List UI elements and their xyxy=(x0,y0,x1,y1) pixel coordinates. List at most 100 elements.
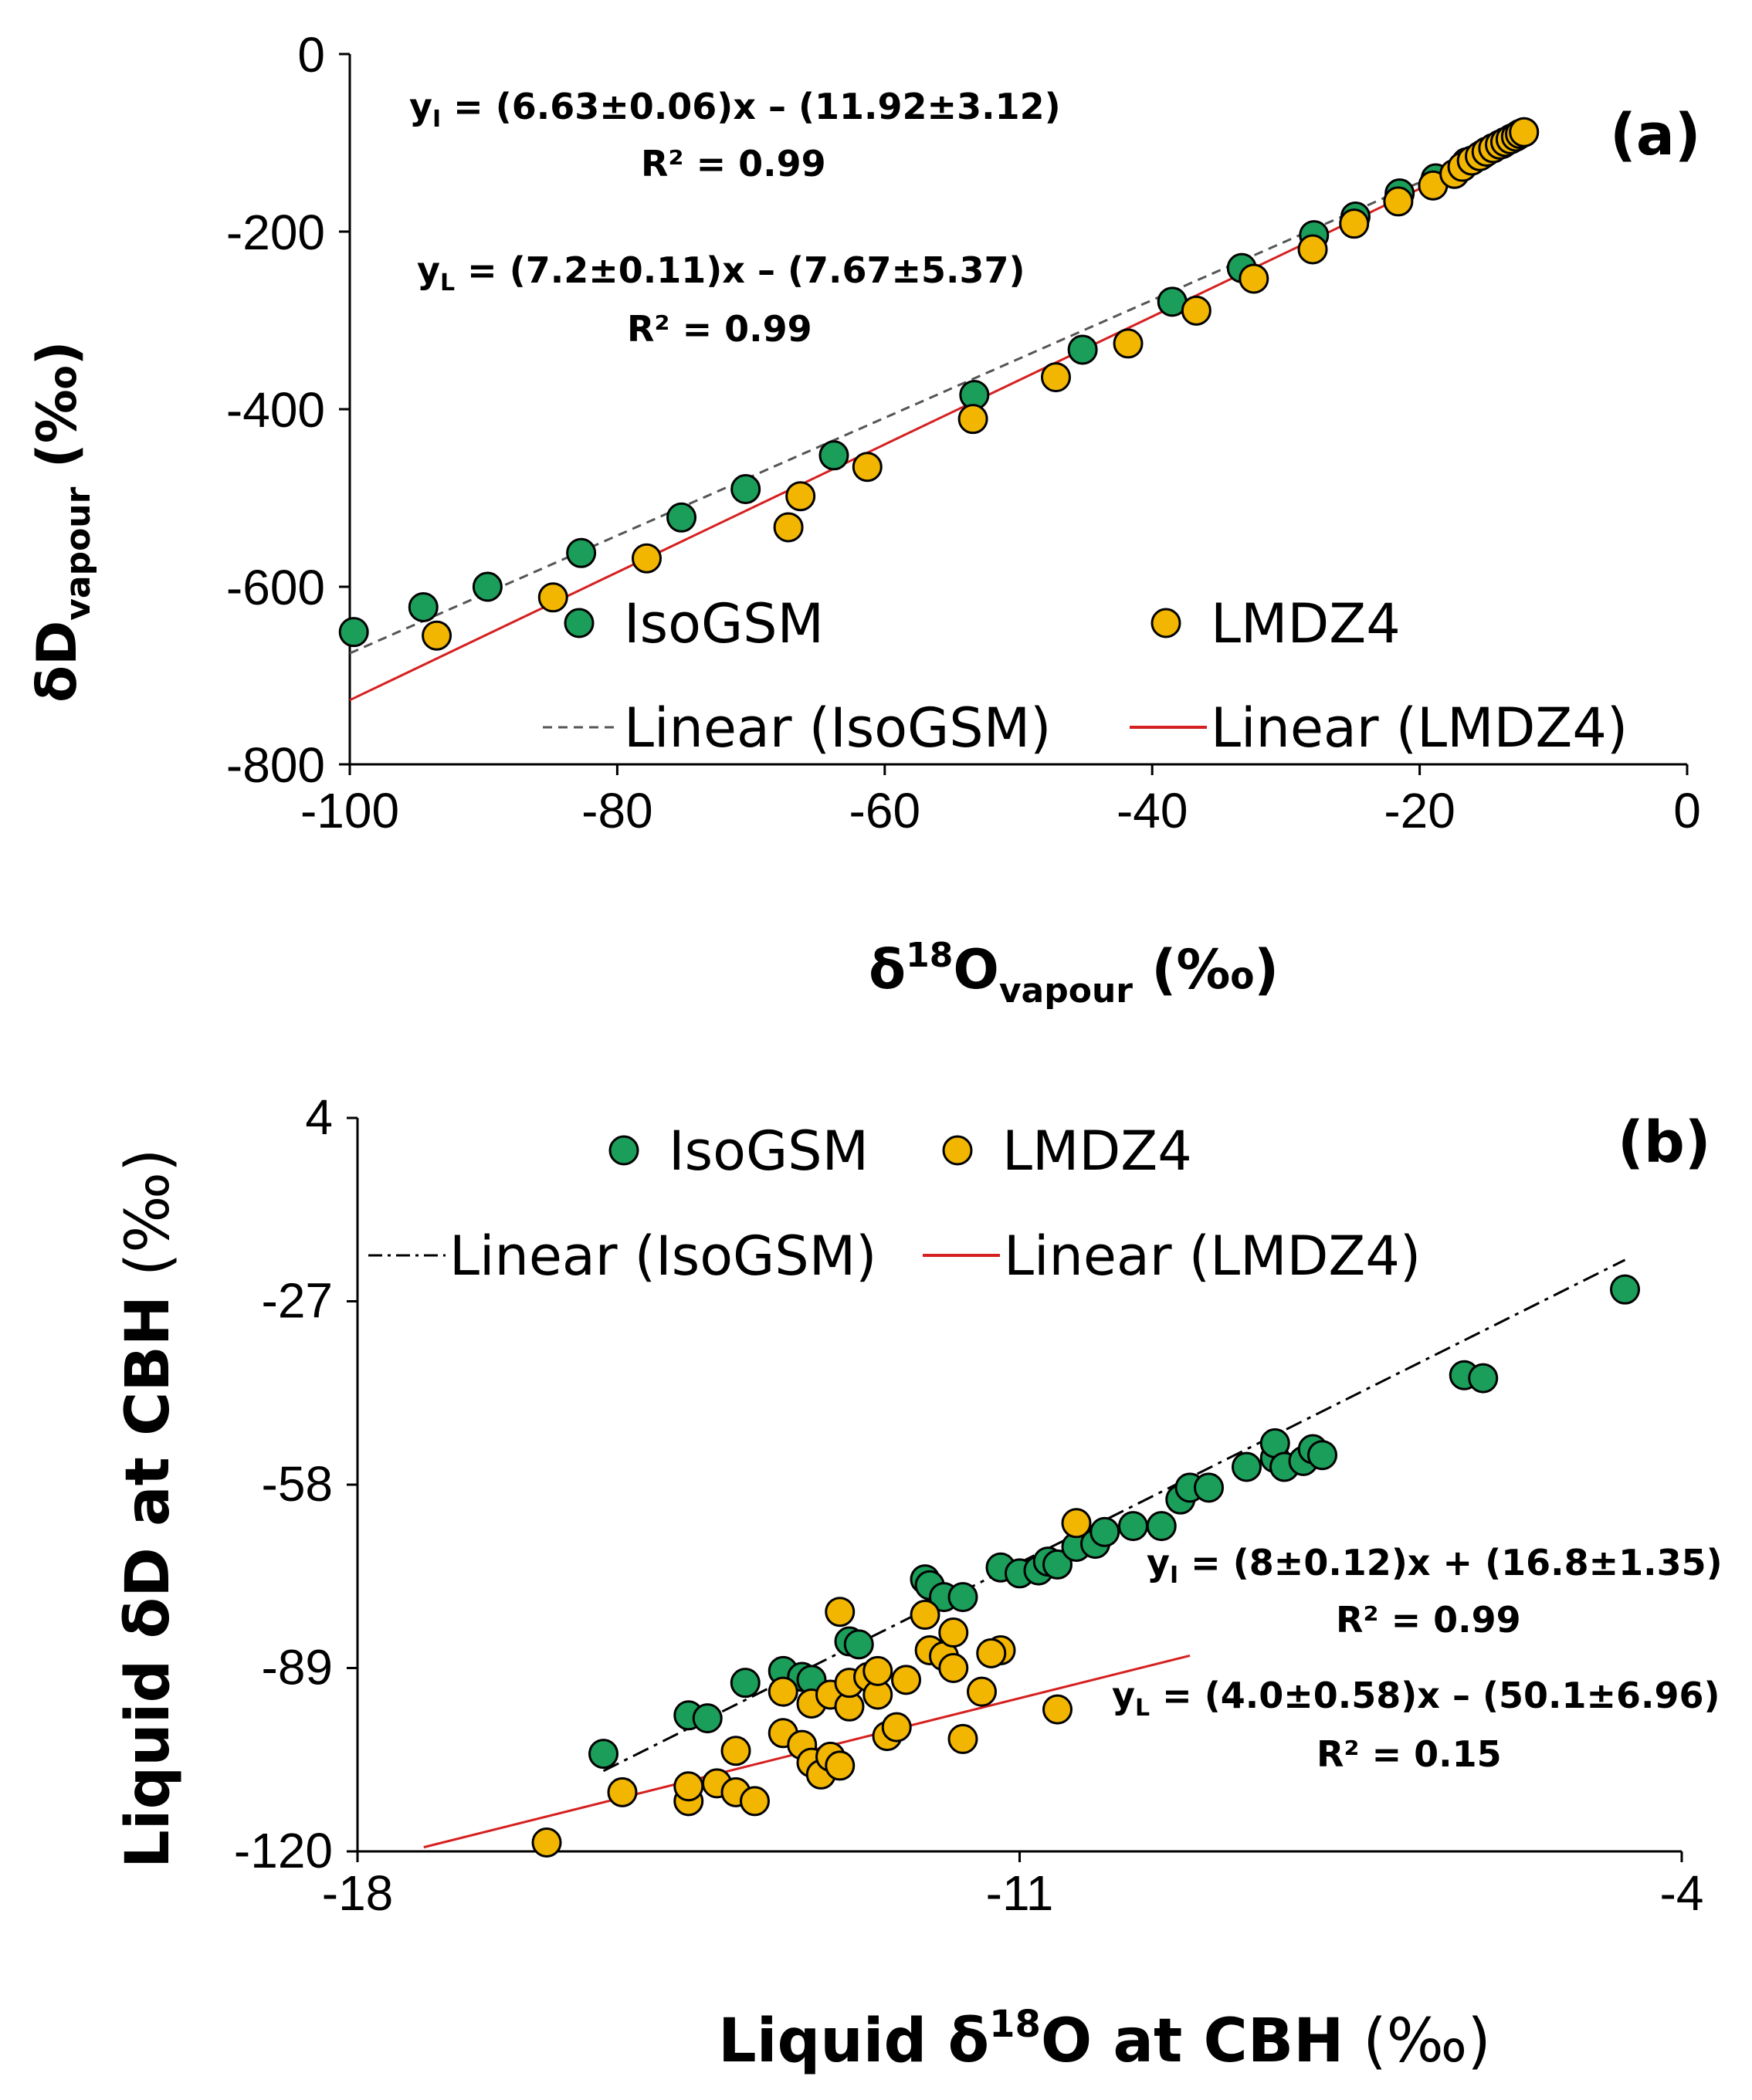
panel-b-r2-isogsm: R² = 0.99 xyxy=(1336,1599,1521,1641)
data-point xyxy=(947,1723,978,1754)
data-point xyxy=(852,452,883,483)
panel-a-eq-isogsm-rhs: = (6.63±0.06)x – (11.92±3.12) xyxy=(441,86,1060,127)
panel-a-eq-lmdz4: yL = (7.2±0.11)x – (7.67±5.37) xyxy=(417,249,1025,296)
x-tick-label: -18 xyxy=(322,1865,394,1921)
data-point xyxy=(1509,117,1540,147)
panel-b-eq-lmdz4-lhs: y xyxy=(1112,1675,1135,1716)
data-point xyxy=(1239,263,1269,294)
panel-b-legend-linear-lmdz4: Linear (LMDZ4) xyxy=(1004,1224,1421,1288)
data-point xyxy=(843,1629,874,1660)
data-point xyxy=(408,591,439,622)
data-point xyxy=(1468,1363,1499,1394)
y-tick-label: -600 xyxy=(226,560,325,615)
data-point xyxy=(1042,1694,1073,1725)
panel-b-eq-isogsm-lhs: y xyxy=(1147,1542,1170,1583)
data-point xyxy=(740,1786,770,1817)
data-point xyxy=(1297,234,1328,265)
panel-a-legend-linear-isogsm: Linear (IsoGSM) xyxy=(624,696,1051,760)
x-tick-label: -80 xyxy=(581,783,653,838)
data-point xyxy=(632,543,663,574)
data-point xyxy=(976,1638,1007,1668)
x-tick-label: -11 xyxy=(986,1865,1054,1921)
data-point xyxy=(768,1676,798,1707)
data-point xyxy=(825,1597,856,1628)
data-point xyxy=(818,440,849,471)
data-point xyxy=(1194,1472,1224,1503)
data-point xyxy=(338,617,369,648)
data-point xyxy=(910,1600,940,1631)
data-point xyxy=(1146,1511,1177,1542)
data-point xyxy=(1089,1516,1120,1547)
panel-a-r2-isogsm: R² = 0.99 xyxy=(641,143,826,185)
panel-a-eq-lmdz4-sub: L xyxy=(440,269,455,296)
data-point xyxy=(422,620,452,651)
data-point xyxy=(1067,334,1098,365)
panel-a-ylabel: δDvapour (‰) xyxy=(25,341,98,703)
data-point xyxy=(891,1665,921,1695)
data-point xyxy=(1061,1508,1092,1539)
panel-b-tick-labels: -18 -11 -4 4 -27 -58 -89 -120 xyxy=(234,1089,1704,1921)
panel-b-ylabel: Liquid δD at CBH (‰) xyxy=(114,1149,183,1868)
panel-a-xlabel: δ18Ovapour (‰) xyxy=(869,936,1279,1011)
panel-b: -18 -11 -4 4 -27 -58 -89 -120 (b) IsoGSM LMDZ4 … xyxy=(114,1089,1723,2076)
x-tick-label: -4 xyxy=(1660,1865,1704,1921)
data-point xyxy=(881,1712,912,1743)
data-point xyxy=(825,1750,856,1781)
data-point xyxy=(938,1617,969,1648)
data-point xyxy=(773,512,804,543)
panel-a-xlabel-unit: (‰) xyxy=(1133,938,1279,1001)
data-point xyxy=(1232,1451,1262,1482)
panel-b-eq-lmdz4: yL = (4.0±0.58)x – (50.1±6.96) xyxy=(1112,1675,1720,1722)
data-point xyxy=(666,502,697,533)
y-tick-label: -200 xyxy=(226,205,325,260)
panel-a-legend-isogsm: IsoGSM xyxy=(624,592,824,655)
data-point xyxy=(730,474,761,504)
panel-b-xlabel-unit: (‰) xyxy=(1344,2007,1490,2076)
panel-b-r2-lmdz4: R² = 0.15 xyxy=(1317,1733,1502,1775)
data-point xyxy=(472,571,503,602)
panel-a-tick-labels: -100 -80 -60 -40 -20 00-200-400-600-800 xyxy=(226,27,1701,838)
data-point xyxy=(1339,208,1370,239)
data-point xyxy=(1181,295,1211,326)
panel-b-eq-isogsm-rhs: = (8±0.12)x + (16.8±1.35) xyxy=(1178,1542,1723,1583)
panel-a-legend: IsoGSM LMDZ4 Linear (IsoGSM) Linear (LMD… xyxy=(543,592,1628,760)
y-tick-label: 4 xyxy=(305,1089,333,1145)
data-point xyxy=(938,1653,969,1683)
data-point xyxy=(1113,328,1144,359)
panel-a-xlabel-sub: vapour xyxy=(999,971,1133,1011)
panel-b-legend: IsoGSM LMDZ4 Linear (IsoGSM) Linear (LMD… xyxy=(368,1119,1421,1288)
panel-b-eq-lmdz4-sub: L xyxy=(1135,1695,1150,1722)
x-tick-label: -100 xyxy=(300,783,399,838)
panel-a-legend-isogsm-marker xyxy=(564,608,595,638)
data-point xyxy=(957,404,988,435)
panel-a-points xyxy=(338,117,1540,651)
y-tick-label: -89 xyxy=(262,1639,334,1695)
fit-line xyxy=(349,134,1527,655)
panel-a-legend-lmdz4: LMDZ4 xyxy=(1211,592,1401,655)
data-point xyxy=(692,1703,723,1734)
panel-a-legend-lmdz4-marker xyxy=(1150,608,1181,638)
panel-a-ylabel-main: δD xyxy=(25,621,89,703)
data-point xyxy=(720,1736,751,1766)
panel-b-xlabel-sup: 18 xyxy=(989,2003,1041,2046)
panel-b-legend-isogsm-marker xyxy=(608,1135,639,1166)
panel-b-points xyxy=(531,1274,1640,1858)
panel-b-ylabel-unit: (‰) xyxy=(114,1149,183,1296)
x-tick-label: 0 xyxy=(1673,783,1701,838)
data-point xyxy=(566,537,597,568)
data-point xyxy=(967,1676,997,1707)
panel-a-eq-isogsm-lhs: y xyxy=(409,86,432,127)
data-point xyxy=(1307,1440,1337,1471)
y-tick-label: -400 xyxy=(226,382,325,438)
panel-a-eq-isogsm: yI = (6.63±0.06)x – (11.92±3.12) xyxy=(409,86,1061,133)
data-point xyxy=(862,1655,893,1686)
y-tick-label: -800 xyxy=(226,737,325,793)
y-tick-label: -120 xyxy=(234,1823,333,1878)
panel-a-xlabel-main2: O xyxy=(953,938,999,1001)
data-point xyxy=(1610,1274,1640,1305)
data-point xyxy=(531,1827,562,1858)
panel-b-axes xyxy=(347,1116,1683,1862)
y-tick-label: -58 xyxy=(262,1456,334,1512)
data-point xyxy=(607,1777,638,1807)
